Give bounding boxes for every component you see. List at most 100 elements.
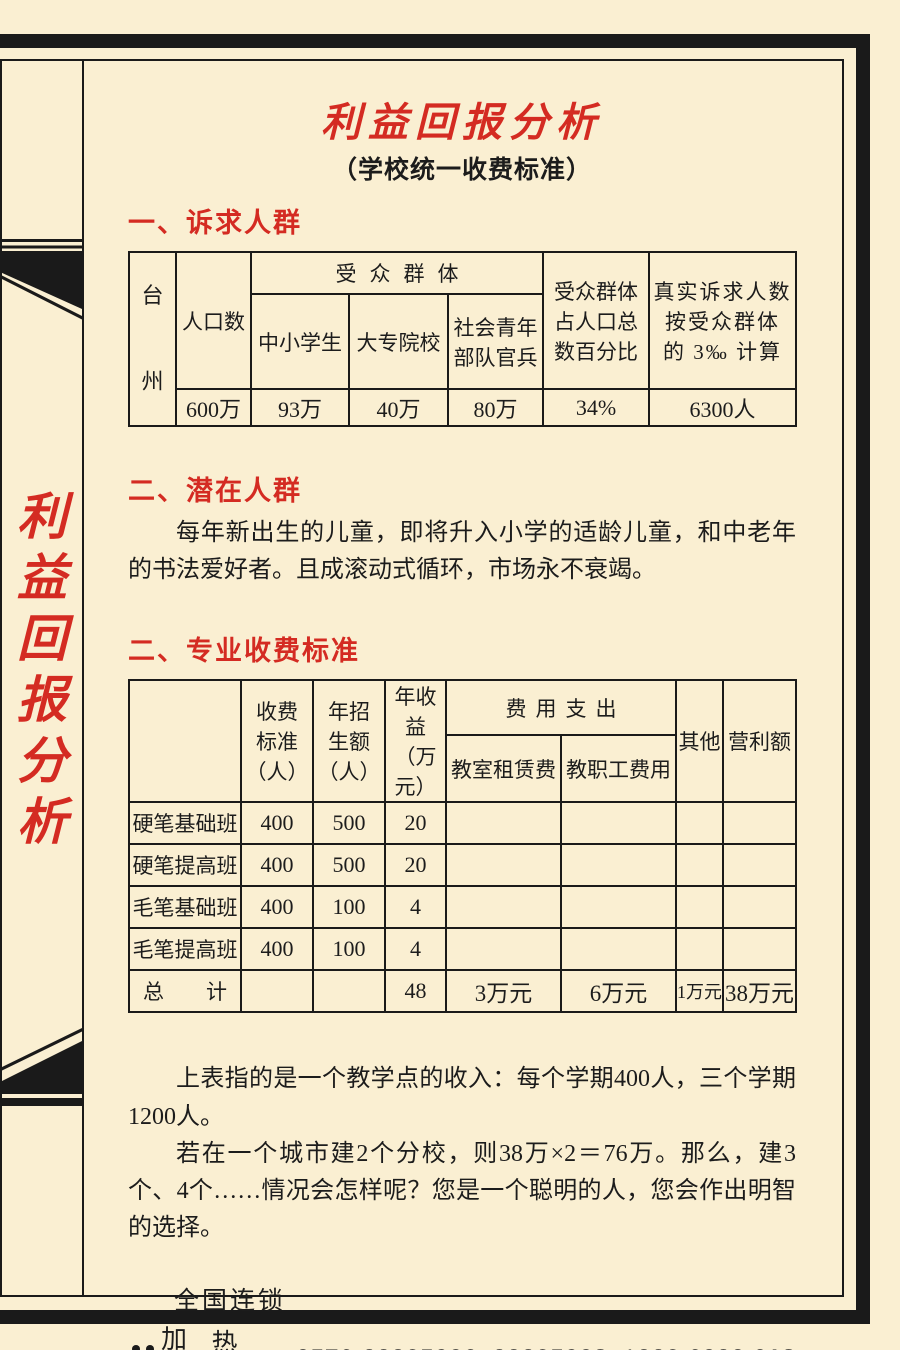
students-value: 93万 — [250, 388, 350, 427]
staff-value — [560, 801, 677, 846]
total-label: 总 计 — [128, 969, 242, 1014]
audience-col-header: 大专院校 — [348, 293, 449, 391]
other-value — [675, 843, 724, 888]
bottom-border-bar — [0, 1310, 870, 1324]
fee-value: 400 — [240, 801, 314, 846]
income-value: 20 — [384, 801, 447, 846]
phone-segment-bold: 006 — [434, 1345, 477, 1350]
staff-value — [560, 843, 677, 888]
hotline-line: 加盟 热线： 0576-88825006 88825008 1332 6080 … — [132, 1319, 796, 1350]
blank-header-cell — [128, 679, 242, 804]
hotline-phone-numbers: 0576-88825006 88825008 1332 6080 618 — [296, 1345, 796, 1350]
staff-value — [560, 885, 677, 930]
staff-total: 6万元 — [560, 969, 677, 1014]
audience-col-header: 中小学生 — [250, 293, 350, 391]
sidebar-vertical-title: 利 益 回 报 分 析 — [0, 492, 84, 847]
enroll-value: 100 — [312, 927, 386, 972]
sidebar-title-char: 析 — [17, 794, 67, 850]
top-border-bar — [0, 34, 870, 48]
note-paragraph-2: 若在一个城市建2个分校，则38万×2＝76万。那么，建3个、4个……情况会怎样呢… — [128, 1140, 796, 1242]
hotline-underline-group: 加盟 — [132, 1319, 211, 1350]
rent-header-cell: 教室租赁费 — [445, 733, 562, 804]
profit-header-cell: 营利额 — [722, 679, 797, 804]
class-label: 硬笔提高班 — [128, 843, 242, 888]
profit-total: 38万元 — [722, 969, 797, 1014]
phone-segment-bold: 618 — [753, 1345, 796, 1350]
rent-value — [445, 801, 562, 846]
sidebar-title-char: 报 — [17, 672, 67, 728]
staff-header-cell: 教职工费用 — [560, 733, 677, 804]
enroll-header-cell: 年招 生额 （人） — [312, 679, 386, 804]
other-header-cell: 其他 — [675, 679, 724, 804]
income-header-cell: 年收益 （万元） — [384, 679, 447, 804]
percent-value: 34% — [542, 388, 651, 427]
table-row: 硬笔提高班 400 500 20 — [128, 843, 797, 888]
section2-heading: 二、潜在人群 — [128, 476, 302, 506]
other-value — [675, 927, 724, 972]
four-dots-icon — [132, 1345, 154, 1350]
profit-value — [722, 927, 797, 972]
contact-block: 全国连锁 加盟 热线： 0576-88825006 88825008 1332 … — [128, 1281, 796, 1350]
notes-block: 上表指的是一个教学点的收入：每个学期400人，三个学期1200人。 若在一个城市… — [128, 1061, 796, 1247]
enroll-value: 100 — [312, 885, 386, 930]
fee-value: 400 — [240, 885, 314, 930]
note-paragraph-1: 上表指的是一个教学点的收入：每个学期400人，三个学期1200人。 — [128, 1066, 796, 1130]
rent-total: 3万元 — [445, 969, 562, 1014]
right-border-bar — [856, 34, 870, 1324]
fee-value — [240, 969, 314, 1014]
region-cell: 台 州 — [128, 251, 177, 427]
rent-value — [445, 927, 562, 972]
sidebar-title-char: 回 — [17, 611, 67, 667]
page-title: 利益回报分析 — [321, 100, 603, 145]
sidebar-title-char: 利 — [17, 489, 67, 545]
income-value: 48 — [384, 969, 447, 1014]
table-row: 毛笔提高班 400 100 4 — [128, 927, 797, 972]
audience-table: 台 州 人口数 受众群体 受众群体 占人口总 数百分比 真实诉求人数 按受众群体… — [128, 250, 798, 427]
phone-segment: 88825 — [478, 1345, 565, 1350]
class-label: 硬笔基础班 — [128, 801, 242, 846]
real-count-header-cell: 真实诉求人数 按受众群体 的 3‰ 计算 — [648, 250, 798, 391]
rent-value — [445, 885, 562, 930]
expense-group-header-cell: 费用支出 — [445, 679, 677, 736]
audience-col-header: 社会青年 部队官兵 — [446, 293, 545, 391]
rent-value — [445, 843, 562, 888]
fees-table: 收费 标准 （人） 年招 生额 （人） 年收益 （万元） 费用支出 其他 营利额… — [128, 679, 797, 1014]
class-label: 毛笔提高班 — [128, 927, 242, 972]
enroll-value: 500 — [312, 801, 386, 846]
population-header-cell: 人口数 — [175, 250, 252, 391]
page-subtitle: （学校统一收费标准） — [331, 157, 592, 184]
class-label: 毛笔基础班 — [128, 885, 242, 930]
hotline-label-underlined: 加盟 — [161, 1324, 190, 1350]
percent-header-cell: 受众群体 占人口总 数百分比 — [542, 250, 651, 391]
profit-value — [722, 843, 797, 888]
other-value — [675, 801, 724, 846]
fee-value: 400 — [240, 843, 314, 888]
sidebar-title-char: 益 — [17, 550, 67, 606]
table-row: 硬笔基础班 400 500 20 — [128, 801, 797, 846]
other-total: 1万元 — [675, 969, 724, 1014]
audience-group-header-cell: 受众群体 — [249, 250, 545, 296]
income-value: 20 — [384, 843, 447, 888]
fee-value: 400 — [240, 927, 314, 972]
colleges-value: 40万 — [348, 388, 449, 427]
youth-value: 80万 — [446, 388, 545, 427]
sidebar-divider-line — [82, 59, 84, 1297]
potential-audience-paragraph: 每年新出生的儿童，即将升入小学的适龄儿童，和中老年的书法爱好者。且成滚动式循环，… — [128, 520, 796, 584]
phone-segment: 1332 6080 — [608, 1345, 753, 1350]
sidebar-title-char: 分 — [17, 733, 67, 789]
income-value: 4 — [384, 927, 447, 972]
fee-header-cell: 收费 标准 （人） — [240, 679, 314, 804]
phone-segment-bold: 008 — [565, 1345, 608, 1350]
profit-value — [722, 801, 797, 846]
table-row: 毛笔基础班 400 100 4 — [128, 885, 797, 930]
population-value: 600万 — [175, 388, 252, 427]
section3-heading: 二、专业收费标准 — [128, 636, 360, 667]
content-area: 利益回报分析 （学校统一收费标准） 一、诉求人群 台 州 人口数 受众群体 受众… — [84, 61, 842, 1350]
enroll-value: 500 — [312, 843, 386, 888]
hotline-label-rest: 热线： — [211, 1327, 240, 1350]
enroll-value — [312, 969, 386, 1014]
inner-frame — [0, 59, 844, 1297]
brand-line: 全国连锁 — [174, 1287, 287, 1316]
income-value: 4 — [384, 885, 447, 930]
